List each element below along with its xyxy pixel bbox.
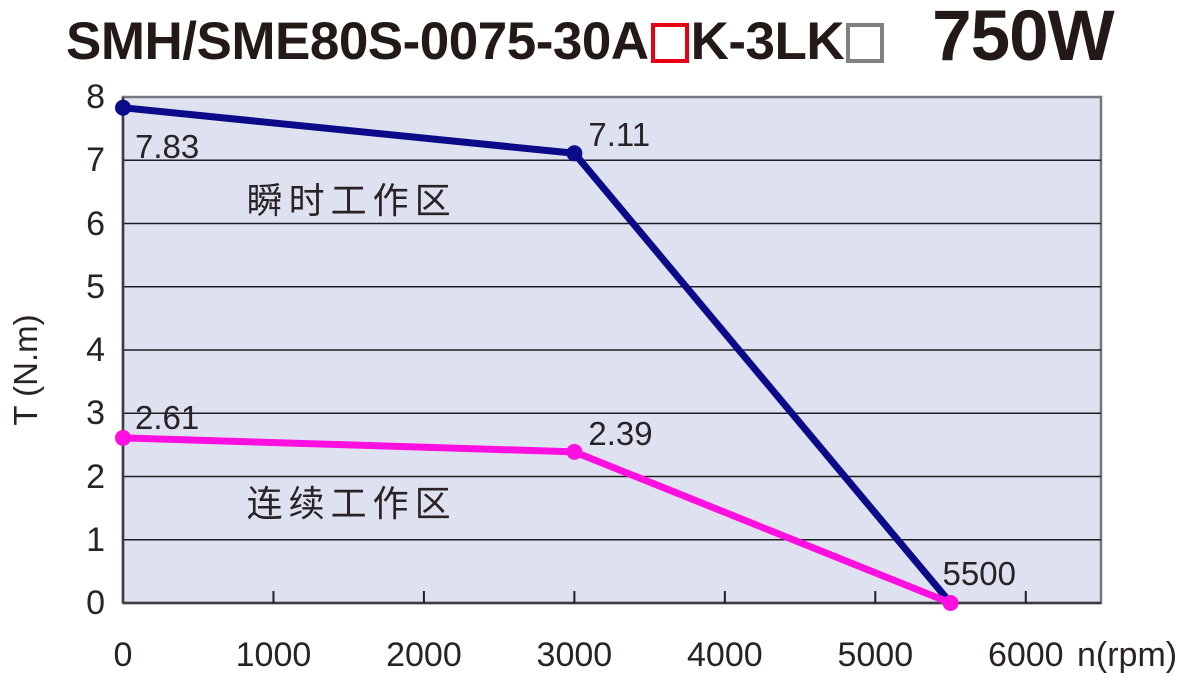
data-point-marker xyxy=(566,145,583,162)
y-axis-tick-label: 0 xyxy=(86,584,105,622)
torque-speed-chart: T (N.m) n(rpm) 0 1 2 3 4 5 6 7 8 0 1000 2000 3000 400… xyxy=(7,78,1178,674)
data-point-value-label: 7.83 xyxy=(135,127,200,165)
y-axis-tick-label: 5 xyxy=(86,267,105,306)
data-point-marker xyxy=(115,429,131,446)
data-point-value-label: 5500 xyxy=(942,555,1016,592)
x-axis-tick-label: 2000 xyxy=(386,636,462,674)
x-axis-tick-label: 4000 xyxy=(687,636,763,674)
data-point-marker xyxy=(942,595,959,611)
x-axis-title: n(rpm) xyxy=(1077,636,1178,674)
data-point-value-label: 2.61 xyxy=(135,398,200,436)
y-axis-tick-label: 4 xyxy=(86,331,105,369)
y-axis-tick-label: 1 xyxy=(86,520,105,559)
x-axis-tick-label: 0 xyxy=(113,636,133,674)
data-point-value-label: 7.11 xyxy=(588,116,651,154)
x-axis-tick-label: 1000 xyxy=(235,636,312,674)
gray-option-box-icon xyxy=(846,23,885,63)
operating-region-label: 连续工作区 xyxy=(246,483,457,525)
plot-area xyxy=(115,95,1103,611)
model-number-part2: K-3LK xyxy=(690,12,845,71)
red-option-box-icon xyxy=(650,23,689,63)
y-axis-tick-label: 6 xyxy=(86,204,105,243)
page-title: SMH/SME80S-0075-30A K-3LK 750W xyxy=(66,1,1115,72)
data-point-value-label: 2.39 xyxy=(588,414,653,452)
x-axis-tick-label: 5000 xyxy=(837,636,914,674)
operating-region-label: 瞬时工作区 xyxy=(246,180,457,222)
y-axis-tick-label: 2 xyxy=(86,457,105,496)
model-number-part1: SMH/SME80S-0075-30A xyxy=(66,12,649,71)
power-rating: 750W xyxy=(932,0,1114,76)
x-axis-tick-label: 6000 xyxy=(987,636,1064,674)
y-axis-tick-label: 7 xyxy=(86,141,105,180)
x-axis-tick-label: 3000 xyxy=(536,636,613,674)
data-point-marker xyxy=(115,99,131,116)
y-axis-tick-label: 3 xyxy=(86,394,105,433)
data-point-marker xyxy=(566,443,583,460)
y-axis-tick-label: 8 xyxy=(86,78,105,116)
